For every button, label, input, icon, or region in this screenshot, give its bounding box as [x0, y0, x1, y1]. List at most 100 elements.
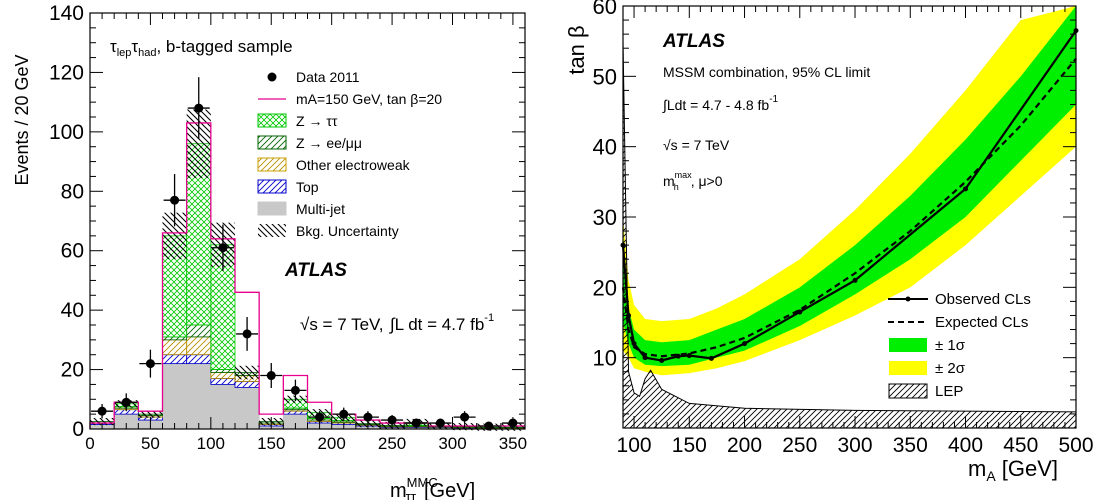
observed-point	[686, 353, 692, 359]
data-point	[170, 195, 180, 205]
bar-top	[234, 381, 260, 388]
legend-label: Top	[296, 179, 319, 195]
legend-label: Expected CLs	[935, 314, 1028, 331]
atlas-label-r: ATLAS	[662, 31, 725, 52]
observed-point	[642, 355, 648, 361]
x-tick-label: 50	[141, 434, 160, 453]
x-tick-label: 350	[893, 434, 928, 457]
x-tick-label: 300	[838, 434, 873, 457]
observed-point	[797, 309, 803, 315]
legend-label: mA=150 GeV, tan β=20	[296, 91, 442, 107]
x-tick-label: 0	[85, 434, 94, 453]
expected-line	[621, 58, 1077, 358]
x-tick-label: 100	[197, 434, 225, 453]
data-point	[97, 406, 107, 416]
legend-swatch	[257, 157, 287, 172]
observed-point	[742, 341, 748, 347]
bar-otherelectroweak	[210, 372, 236, 379]
lumi-label: ∫L dt = 4.7 fb-1	[389, 312, 494, 334]
bar-top	[186, 354, 212, 365]
legend-swatch	[258, 224, 286, 237]
x-tick-label: 350	[499, 434, 527, 453]
data-point	[194, 103, 204, 113]
x-tick-label: 250	[782, 434, 817, 457]
atlas-label: ATLAS	[284, 260, 347, 281]
lep-region	[622, 41, 1077, 429]
band-1sigma	[623, 6, 1076, 367]
legend-marker	[905, 296, 911, 302]
bar-multijet	[162, 363, 188, 430]
legend-swatch	[257, 135, 287, 150]
y-tick-label: 30	[593, 205, 617, 230]
data-point	[460, 412, 470, 422]
legend-label: Data 2011	[296, 69, 360, 85]
data-point	[121, 397, 131, 407]
bar-otherelectroweak	[186, 336, 212, 356]
bar-top	[162, 354, 188, 365]
y-tick-label: 40	[593, 135, 617, 160]
sample-label: τlepτhad, b-tagged sample	[110, 37, 293, 59]
bar-zee	[162, 336, 188, 341]
y-tick-label: 120	[49, 61, 84, 84]
exclusion-chart: 100 150 200 250 300 350 400 450 500102030405060 …	[564, 0, 1094, 484]
legend-label: Z → ee/μμ	[296, 135, 362, 151]
data-point	[218, 243, 228, 253]
uncertainty-band	[90, 418, 115, 426]
legend-label: LEP	[935, 383, 963, 400]
y-axis-label: Events / 20 GeV	[12, 54, 32, 185]
y-tick-label: 20	[593, 275, 617, 300]
data-point	[387, 415, 397, 425]
bar-otherelectroweak	[162, 339, 188, 356]
data-point	[508, 418, 518, 428]
y-tick-label: 140	[49, 2, 84, 25]
legend-right: Observed CLs Expected CLs ± 1σ ± 2σ LEP	[888, 291, 1031, 400]
data-point	[145, 359, 155, 369]
y-tick-label: 0	[72, 418, 84, 441]
uncertainty-band	[235, 365, 260, 380]
data-point	[315, 412, 325, 422]
observed-point	[675, 353, 681, 359]
x-axis-label-r: mA [GeV]	[968, 456, 1058, 484]
scenario-label: mmax h, μ>0	[663, 170, 723, 192]
observed-point	[963, 186, 969, 192]
legend-marker	[267, 72, 277, 82]
bar-zee	[186, 324, 212, 338]
y-axis-label-r: tan β	[564, 25, 589, 74]
legend-label: Bkg. Uncertainty	[296, 223, 399, 239]
y-tick-label: 100	[49, 121, 84, 144]
bar-top	[210, 378, 236, 385]
legend-swatch	[257, 113, 287, 128]
x-tick-label: 500	[1058, 434, 1093, 457]
bar-zee	[210, 369, 236, 373]
data-point	[242, 329, 252, 339]
x-tick-label: 300	[438, 434, 466, 453]
y-tick-label: 40	[61, 299, 84, 322]
legend-left: Data 2011 mA=150 GeV, tan β=20 Z → ττ Z → e…	[257, 69, 442, 239]
x-tick-label: 400	[948, 434, 983, 457]
legend-label: Observed CLs	[935, 291, 1031, 308]
energy-label-r: √s = 7 TeV	[663, 137, 730, 153]
legend-swatch	[889, 361, 927, 375]
x-tick-label: 150	[672, 434, 707, 457]
data-point	[339, 409, 349, 419]
legend-label: Other electroweak	[296, 157, 411, 173]
legend-label: Multi-jet	[296, 201, 345, 217]
data-point	[266, 371, 276, 381]
x-tick-label: 450	[1003, 434, 1038, 457]
data-point	[290, 385, 300, 395]
legend-swatch	[257, 179, 287, 194]
observed-point	[631, 341, 637, 347]
lumi-label-r: ∫Ldt = 4.7 - 4.8 fb-1	[662, 94, 779, 113]
legend-swatch	[889, 338, 927, 352]
data-point	[435, 418, 445, 428]
y-tick-label: 60	[593, 0, 617, 19]
legend-label: Z → ττ	[296, 113, 338, 129]
bar-multijet	[210, 384, 236, 430]
legend-label: ± 1σ	[935, 337, 966, 354]
histogram-chart: 0 50 100 150 200 250 300 350020406080100120140 …	[12, 2, 527, 500]
observed-point	[708, 355, 714, 361]
y-tick-label: 20	[61, 359, 84, 382]
data-point	[411, 418, 421, 428]
bar-top	[282, 410, 308, 415]
x-tick-label: 250	[378, 434, 406, 453]
